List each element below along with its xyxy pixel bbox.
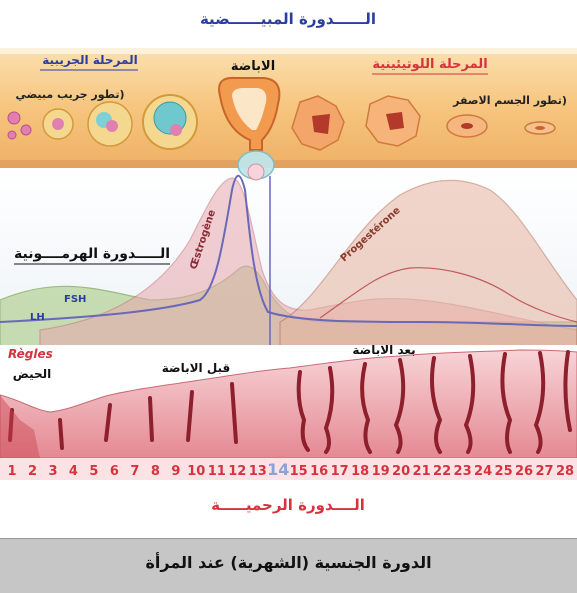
day-number: 8 — [151, 464, 160, 479]
pre-ovulation-label: قبل الاباضة — [162, 361, 231, 375]
ovarian-cycle-title: الــــــدورة المبيــــــضية — [200, 10, 376, 28]
follicle-stage-2 — [87, 101, 133, 147]
follicular-phase-label: المرحلة الجريبية — [42, 53, 137, 67]
day-number: 13 — [249, 464, 267, 479]
day-number: 17 — [331, 464, 349, 479]
follicle-stage-1 — [42, 108, 74, 140]
primordial-follicles — [7, 111, 32, 140]
day-number: 2 — [28, 464, 37, 479]
day-number: 12 — [228, 464, 246, 479]
day-number: 24 — [474, 464, 492, 479]
post-ovulation-label: بعد الاباضة — [352, 343, 415, 357]
day-number: 7 — [130, 464, 139, 479]
corpus-luteum-stage-2 — [365, 95, 421, 147]
day-number: 25 — [495, 464, 513, 479]
day-number: 23 — [454, 464, 472, 479]
fsh-label: FSH — [64, 294, 86, 305]
progesterone-curve — [279, 179, 577, 351]
day-number: 4 — [69, 464, 78, 479]
day-number: 15 — [290, 464, 308, 479]
day-number: 19 — [372, 464, 390, 479]
corpus-albicans — [524, 121, 556, 135]
day-number: 5 — [89, 464, 98, 479]
caption: الدورة الجنسية (الشهرية) عند المرأة — [145, 553, 432, 572]
day-number: 21 — [413, 464, 431, 479]
day-number: 10 — [187, 464, 205, 479]
day-number: 18 — [351, 464, 369, 479]
follicle-growth-label: (تطور جريب مبيضي — [15, 88, 124, 101]
ovulating-follicle — [218, 76, 281, 181]
day-number: 1 — [7, 464, 16, 479]
day-number: 22 — [433, 464, 451, 479]
hormonal-cycle-title: الـــــدورة الهرمــــونية — [14, 246, 170, 262]
lh-label: LH — [30, 312, 45, 323]
caption-bar: الدورة الجنسية (الشهرية) عند المرأة — [0, 538, 577, 593]
ovulation-label: الاباضة — [231, 59, 275, 74]
day-number-ovulation: 14 — [267, 460, 289, 479]
day-number: 11 — [208, 464, 226, 479]
day-number: 6 — [110, 464, 119, 479]
regles-label: Règles — [8, 347, 53, 361]
day-number: 3 — [48, 464, 57, 479]
progesterone-inner — [319, 267, 577, 323]
day-number: 9 — [171, 464, 180, 479]
follicle-stage-3 — [142, 94, 198, 150]
day-numbers: 1 2 3 4 5 6 7 8 9 10 11 12 13 14 15 16 17 18 19 20 21 22 23 24 2… — [7, 460, 574, 479]
day-number: 26 — [515, 464, 533, 479]
lh-curve — [0, 174, 577, 327]
uterine-cycle-title: الــــدورة الرحميـــــة — [211, 496, 365, 514]
day-number: 16 — [310, 464, 328, 479]
menses-label: الحيض — [13, 367, 52, 381]
day-number: 28 — [556, 464, 574, 479]
day-number: 20 — [392, 464, 410, 479]
day-strip — [0, 458, 577, 480]
uterine-glands — [8, 350, 572, 454]
diagram-canvas: الــــــدورة المبيــــــضية المرحلة الجر… — [0, 10, 577, 514]
luteal-phase-label: المرحلة اللوتيئينية — [372, 57, 487, 72]
corpus-luteum-stage-1 — [291, 95, 345, 151]
corpus-luteum-stage-3 — [446, 114, 488, 138]
day-number: 27 — [535, 464, 553, 479]
corpus-luteum-label: (تطور الجسم الاصفر — [452, 94, 567, 107]
